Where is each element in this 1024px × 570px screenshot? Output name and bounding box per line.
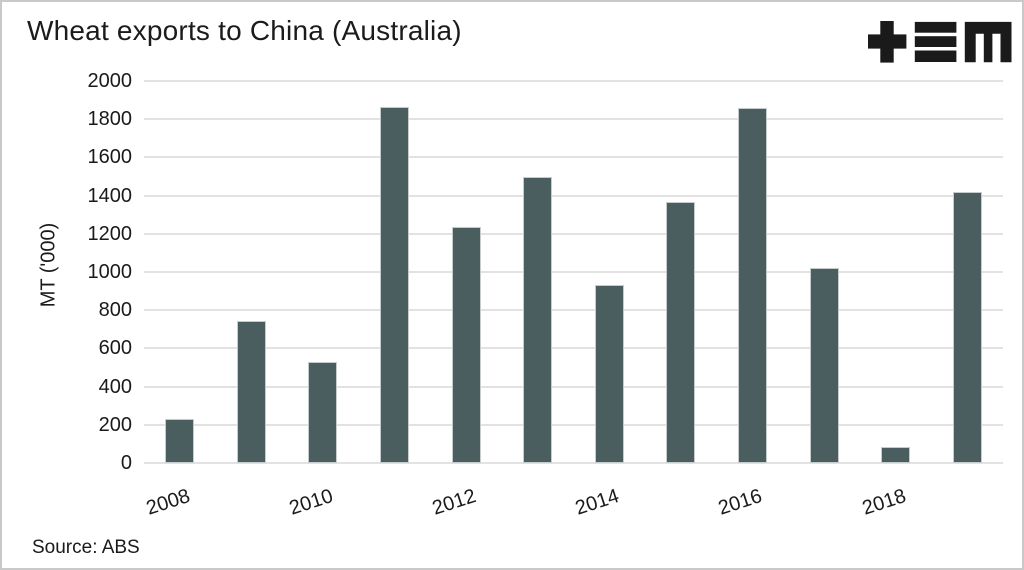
bar-2010: [308, 361, 338, 463]
bar-2009: [236, 320, 266, 463]
source-text: Source: ABS: [32, 537, 140, 558]
gridline-1400: [144, 194, 1003, 197]
chart-title: Wheat exports to China (Australia): [27, 15, 462, 46]
gridline-1800: [144, 118, 1003, 121]
bar-2018: [881, 446, 911, 463]
triple-bar-icon: [914, 21, 957, 62]
x-tick-label-2018: 2018: [859, 485, 909, 520]
x-tick-label-2016: 2016: [716, 485, 766, 520]
y-tick-label-800: 800: [98, 299, 132, 322]
y-tick-label-1000: 1000: [87, 261, 133, 283]
gridline-400: [144, 385, 1003, 388]
y-tick-label-1800: 1800: [87, 108, 133, 131]
y-tick-label-2000: 2000: [87, 70, 133, 92]
x-tick-label-2008: 2008: [143, 485, 193, 520]
gridline-1600: [144, 156, 1003, 159]
y-tick-label-1400: 1400: [87, 184, 133, 207]
y-tick-label-1200: 1200: [87, 222, 133, 245]
bar-2016: [737, 107, 767, 463]
gridline-1000: [144, 271, 1003, 273]
y-tick-label-600: 600: [98, 337, 132, 360]
gridline-800: [144, 309, 1003, 312]
gridline-600: [144, 347, 1003, 350]
gridline-200: [144, 423, 1003, 426]
y-tick-label-400: 400: [98, 375, 132, 398]
gridline-2000: [144, 80, 1003, 82]
tem-logo: [868, 21, 1012, 63]
plot-area: [144, 80, 1003, 464]
y-axis-ticks: 0 200 400 600 800 1000 1200 1400 1600 1800 2000: [2, 70, 133, 474]
bar-2008: [165, 419, 195, 463]
bar-2015: [666, 202, 696, 463]
m-glyph-icon: [964, 21, 1012, 63]
plus-icon: [868, 21, 907, 63]
x-tick-label-2012: 2012: [429, 485, 479, 520]
x-axis-ticks: 2008 2010 2012 2014 2016 2018: [143, 463, 1003, 533]
gridline-0: [144, 462, 1003, 464]
y-tick-label-1600: 1600: [87, 146, 133, 169]
bar-2014: [594, 285, 624, 463]
y-tick-label-200: 200: [98, 413, 132, 436]
bar-2011: [380, 106, 410, 463]
x-tick-label-2010: 2010: [286, 485, 336, 520]
bar-2013: [523, 177, 553, 463]
x-tick-label-2014: 2014: [572, 485, 623, 520]
gridline-1200: [144, 232, 1003, 235]
y-tick-label-0: 0: [120, 452, 132, 474]
bar-2012: [451, 227, 481, 463]
bar-2019: [952, 191, 982, 463]
bar-2017: [809, 268, 839, 463]
